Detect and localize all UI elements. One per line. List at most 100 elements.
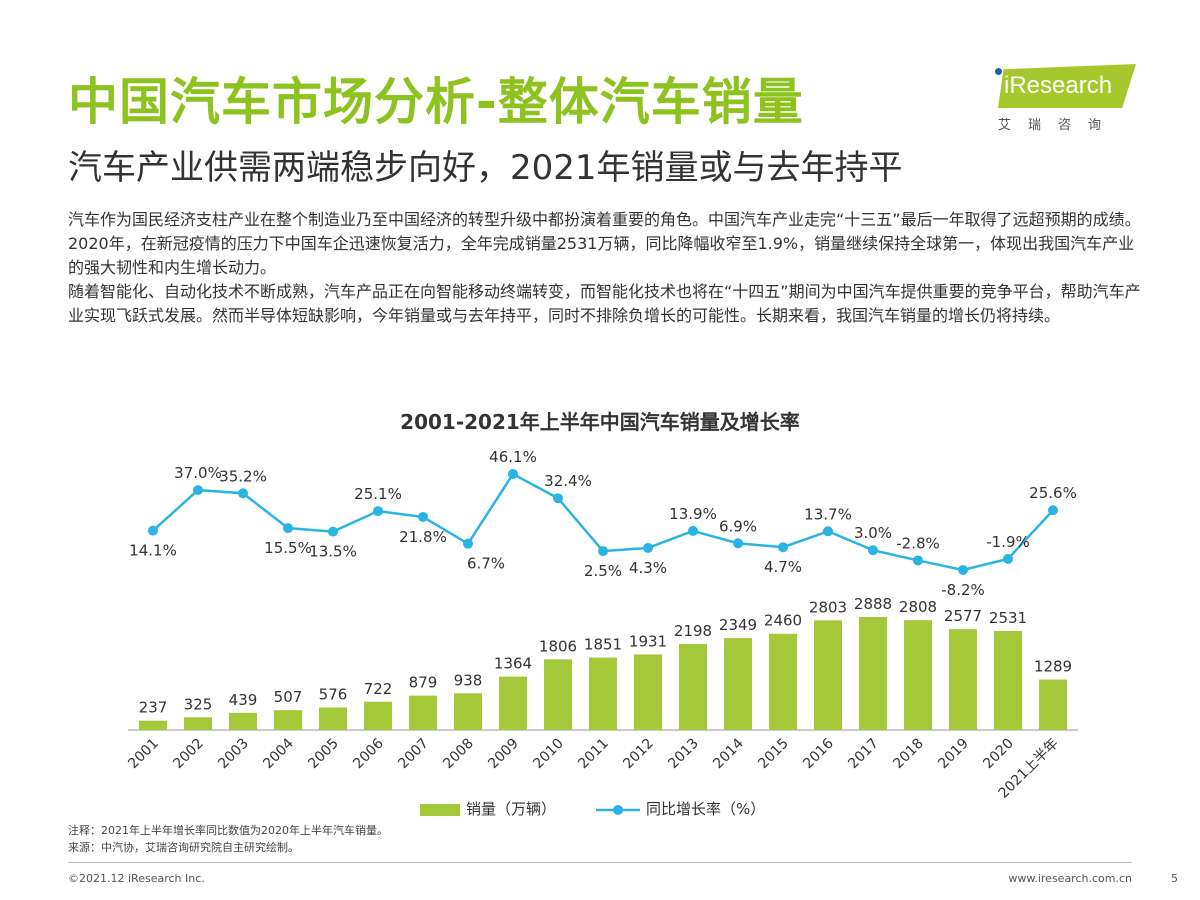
paragraph: 汽车作为国民经济支柱产业在整个制造业乃至中国经济的转型升级中都扮演着重要的角色。… xyxy=(68,210,1141,277)
x-tick-label: 2015 xyxy=(755,736,792,773)
copyright: ©2021.12 iResearch Inc. xyxy=(68,872,205,885)
x-tick-label: 2006 xyxy=(350,735,387,772)
x-tick-label: 2003 xyxy=(215,736,252,773)
bar xyxy=(544,659,572,730)
x-tick-label: 2018 xyxy=(890,736,927,773)
bar xyxy=(319,707,347,730)
x-tick-label: 2010 xyxy=(530,736,567,773)
bar-label: 576 xyxy=(319,685,348,703)
x-tick-label: 2012 xyxy=(620,736,657,773)
x-tick-label: 2002 xyxy=(170,736,207,773)
growth-label: -8.2% xyxy=(941,581,985,599)
bar xyxy=(364,701,392,730)
bar xyxy=(769,633,797,730)
legend-label: 销量（万辆） xyxy=(466,800,557,818)
growth-label: 6.9% xyxy=(719,517,757,535)
growth-label: 14.1% xyxy=(129,542,177,560)
legend-line-swatch xyxy=(596,804,641,815)
x-tick-label: 2009 xyxy=(485,736,522,773)
growth-label: 2.5% xyxy=(584,562,622,580)
legend-bar-swatch xyxy=(420,803,460,816)
footer-divider xyxy=(68,862,1132,863)
body-text: 汽车作为国民经济支柱产业在整个制造业乃至中国经济的转型升级中都扮演着重要的角色。… xyxy=(68,208,1148,328)
bar xyxy=(679,643,707,730)
bar-label: 507 xyxy=(274,688,303,706)
growth-label: 13.9% xyxy=(669,505,717,523)
logo-cn-text: 艾瑞咨询 xyxy=(998,118,1119,133)
growth-point xyxy=(733,538,743,549)
growth-label: -1.9% xyxy=(986,533,1030,551)
bar-label: 439 xyxy=(229,691,258,709)
bar-label: 879 xyxy=(409,674,438,692)
bar-label: 1364 xyxy=(494,655,532,673)
note: 注释：2021年上半年增长率同比数值为2020年上半年汽车销量。 xyxy=(68,824,388,837)
growth-point xyxy=(553,493,563,504)
growth-point xyxy=(1003,553,1013,564)
x-tick-label: 2011 xyxy=(575,736,612,773)
bar xyxy=(409,695,437,730)
paragraph: 随着智能化、自动化技术不断成熟，汽车产品正在向智能移动终端转变，而智能化技术也将… xyxy=(68,282,1141,325)
growth-point xyxy=(238,488,248,499)
page-title: 中国汽车市场分析-整体汽车销量 xyxy=(68,73,804,131)
bar-label: 2803 xyxy=(809,598,847,616)
bar-label: 2531 xyxy=(989,609,1027,627)
bar xyxy=(184,717,212,730)
bar xyxy=(724,638,752,730)
growth-point xyxy=(148,525,158,536)
x-tick-label: 2008 xyxy=(440,736,477,773)
bar xyxy=(139,720,167,730)
website-link[interactable]: www.iresearch.com.cn xyxy=(1008,872,1132,885)
notes: 注释：2021年上半年增长率同比数值为2020年上半年汽车销量。 来源：中汽协，… xyxy=(68,822,388,856)
growth-point xyxy=(373,506,383,517)
growth-label: 25.1% xyxy=(354,485,402,503)
growth-point xyxy=(913,555,923,566)
x-tick-label: 2019 xyxy=(935,736,972,773)
iresearch-logo: iResearch 艾瑞咨询 xyxy=(990,62,1140,133)
growth-label: -2.8% xyxy=(896,534,940,552)
growth-label: 6.7% xyxy=(467,555,505,573)
x-tick-label: 2007 xyxy=(395,736,432,773)
growth-point xyxy=(598,546,608,557)
growth-point xyxy=(193,485,203,496)
bar xyxy=(589,657,617,730)
growth-point xyxy=(868,545,878,556)
growth-point xyxy=(958,565,968,576)
x-tick-label: 2016 xyxy=(800,735,837,772)
growth-point xyxy=(328,526,338,537)
page-subtitle: 汽车产业供需两端稳步向好，2021年销量或与去年持平 xyxy=(68,148,903,188)
chart-title: 2001-2021年上半年中国汽车销量及增长率 xyxy=(400,410,800,434)
growth-label: 32.4% xyxy=(544,472,592,490)
growth-point xyxy=(823,526,833,537)
bar xyxy=(994,630,1022,730)
growth-label: 35.2% xyxy=(219,467,267,485)
legend-label: 同比增长率（%） xyxy=(646,800,766,818)
bar-label: 2349 xyxy=(719,616,757,634)
legend-item-growth: 同比增长率（%） xyxy=(596,798,765,819)
bar xyxy=(1039,679,1067,730)
growth-label: 37.0% xyxy=(174,464,222,482)
bar-label: 1851 xyxy=(584,636,622,654)
x-tick-label: 2001 xyxy=(125,736,162,773)
growth-point xyxy=(463,538,473,549)
bar xyxy=(454,693,482,730)
bar xyxy=(229,712,257,730)
growth-label: 3.0% xyxy=(854,524,892,542)
bar-label: 1931 xyxy=(629,632,667,650)
legend: 销量（万辆） 同比增长率（%） xyxy=(420,798,765,819)
growth-label: 15.5% xyxy=(264,539,312,557)
bar-label: 237 xyxy=(139,699,168,717)
x-tick-label: 2017 xyxy=(845,736,882,773)
growth-label: 13.5% xyxy=(309,543,357,561)
bar xyxy=(949,629,977,730)
logo-text: iResearch xyxy=(1004,72,1113,99)
bar-label: 1806 xyxy=(539,637,577,655)
growth-point xyxy=(1048,505,1058,516)
bar xyxy=(904,620,932,730)
legend-item-sales: 销量（万辆） xyxy=(420,798,556,819)
bar xyxy=(859,617,887,730)
bar xyxy=(634,654,662,730)
growth-point xyxy=(778,542,788,553)
bar xyxy=(274,710,302,730)
source: 来源：中汽协，艾瑞咨询研究院自主研究绘制。 xyxy=(68,841,299,854)
